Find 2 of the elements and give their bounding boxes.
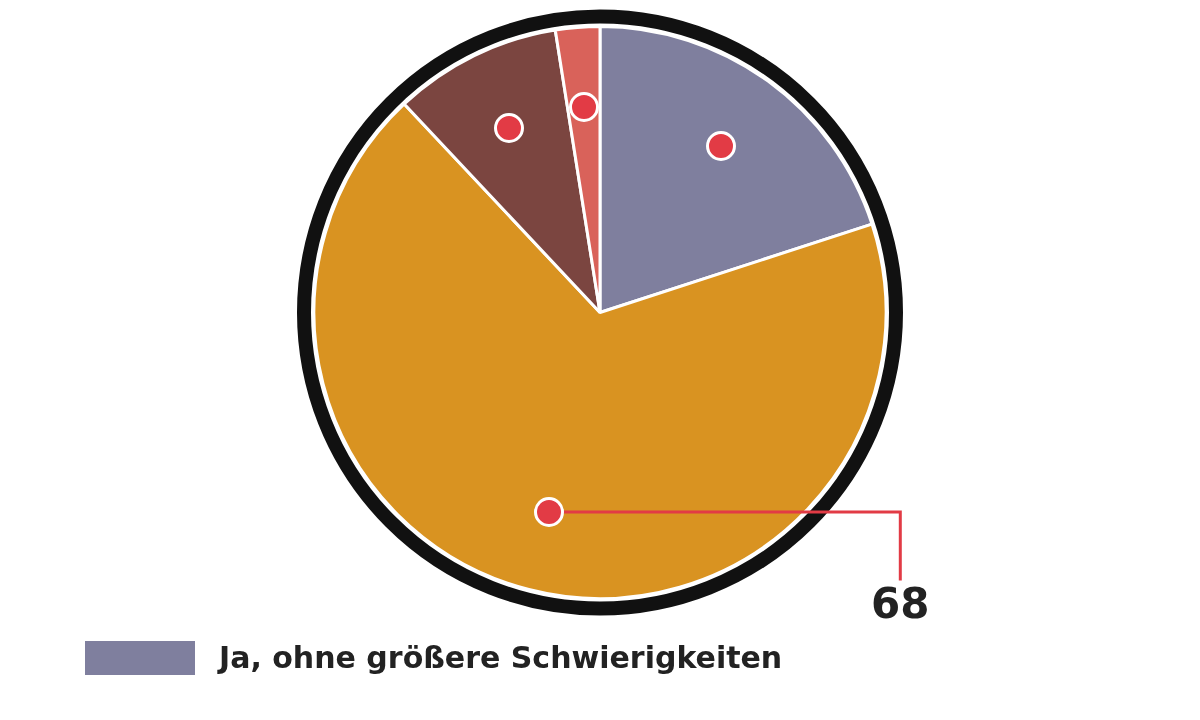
legend-label: Ja, ohne größere Schwierigkeiten [219,640,783,675]
data-label: 68 [871,579,930,629]
